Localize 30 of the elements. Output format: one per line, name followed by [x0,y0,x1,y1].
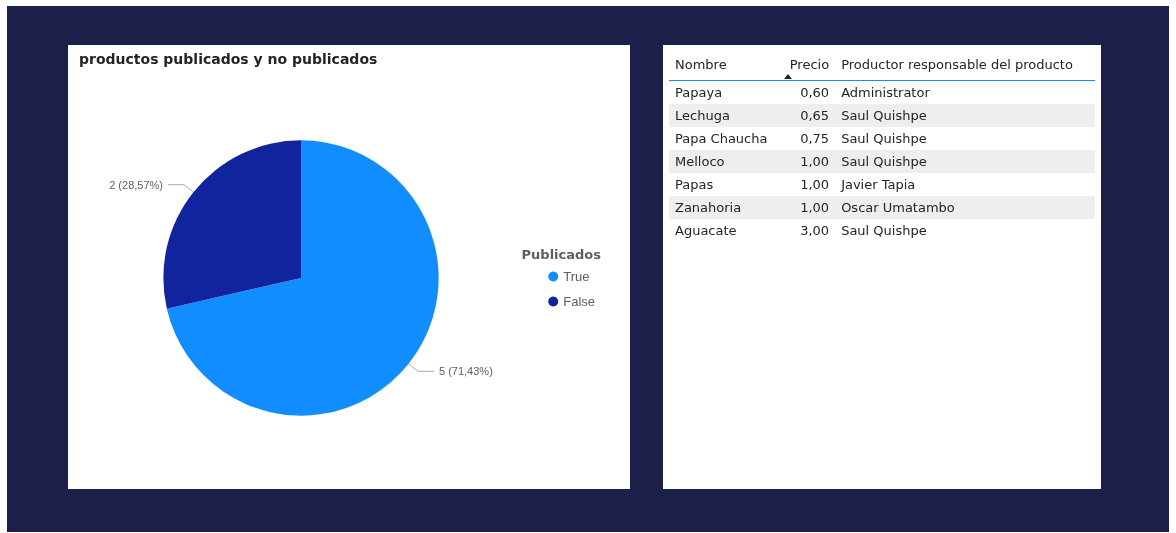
data-label: 2 (28,57%) [109,178,164,191]
legend-label: True [563,269,590,284]
text: Productor responsable del producto [835,51,1095,81]
text: 0,75 [800,131,830,146]
category-label: Papaya [674,84,724,102]
text: Nombre [669,51,781,81]
text: Precio [780,51,836,81]
text: 3,00 [800,223,830,238]
text: 0,65 [800,108,830,123]
data-label: 5 (71,43%) [438,365,493,378]
category-label: Zanahoria [669,196,781,219]
text: 0,60 [800,85,830,100]
text: Saul Quishpe [840,130,928,148]
text: Javier Tapia [839,176,917,194]
text: Saul Quishpe [835,150,1095,173]
text: Saul Quishpe [835,104,1095,127]
text: 1,00 [800,200,830,215]
text: Saul Quishpe [840,222,928,240]
category-label: Papas [674,176,715,194]
legend-label: False [563,294,596,309]
category-label: Melloco [669,150,781,173]
category-label: Papa Chaucha [674,130,769,148]
legend-title: Publicados [521,247,602,262]
category-label: Lechuga [669,104,781,127]
text: Oscar Umatambo [835,196,1095,219]
chart-title: productos publicados y no publicados [79,51,378,67]
category-label: Aguacate [674,222,738,240]
text: 1,00 [800,154,830,169]
text: 1,00 [800,177,830,192]
text: Administrator [840,84,931,102]
